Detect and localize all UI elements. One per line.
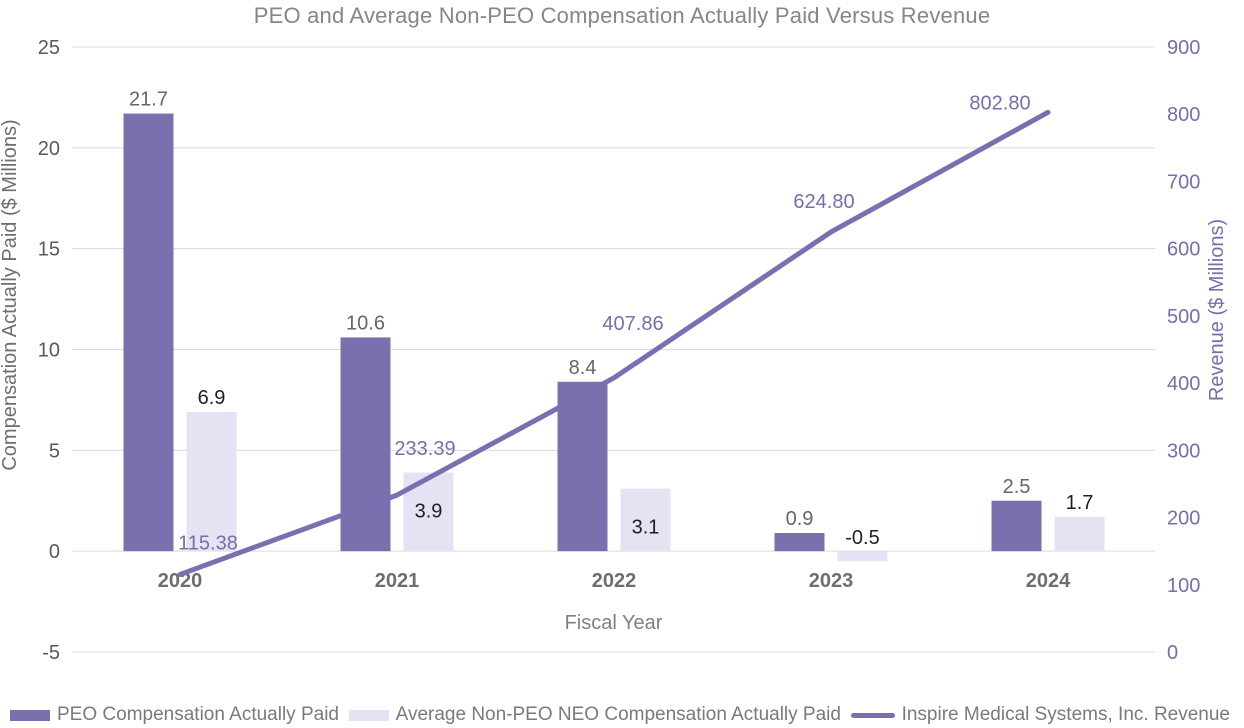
line-data-label: 115.38: [178, 532, 238, 554]
x-axis-title: Fiscal Year: [564, 612, 663, 634]
x-axis-tick-label: 2021: [375, 570, 420, 592]
x-axis-tick-label: 2022: [592, 570, 637, 592]
left-axis-tick-label: 0: [49, 541, 60, 563]
legend-item-nonpeo-compensation: Average Non-PEO NEO Compensation Actuall…: [348, 704, 841, 726]
legend-swatch-nonpeo-bar: [348, 709, 389, 721]
bar-nonpeo-2024: [1054, 516, 1105, 552]
bar-data-label: 2.5: [1003, 476, 1031, 498]
right-axis-tick-label: 0: [1167, 642, 1178, 664]
x-axis-tick-label: 2020: [158, 570, 203, 592]
legend-label: PEO Compensation Actually Paid: [57, 704, 339, 725]
right-axis-tick-label: 100: [1167, 575, 1200, 597]
bar-data-label: 21.7: [129, 89, 168, 111]
left-axis-title: Compensation Actually Paid ($ Millions): [0, 119, 21, 470]
bar-nonpeo-2023: [837, 551, 888, 562]
left-axis-tick-label: -5: [42, 642, 60, 664]
legend-swatch-peo-bar: [10, 709, 50, 721]
right-axis-tick-label: 800: [1167, 104, 1200, 126]
legend-label: Inspire Medical Systems, Inc. Revenue: [901, 704, 1230, 725]
right-axis-tick-label: 600: [1167, 239, 1200, 261]
bar-peo-2022: [557, 381, 608, 552]
bar-nonpeo-2020: [186, 412, 237, 552]
bar-data-label: 8.4: [569, 357, 597, 379]
left-axis-tick-label: 15: [38, 239, 60, 261]
legend-swatch-revenue-line: [850, 712, 895, 718]
right-axis-tick-label: 200: [1167, 508, 1200, 530]
line-data-label: 624.80: [793, 191, 854, 213]
revenue-line: [177, 109, 1051, 577]
right-axis-tick-label: 300: [1167, 440, 1200, 462]
right-axis-tick-label: 900: [1167, 37, 1200, 59]
x-axis-tick-label: 2024: [1026, 570, 1071, 592]
left-axis-tick-label: 25: [38, 37, 60, 59]
bar-peo-2024: [991, 500, 1042, 552]
line-data-label: 407.86: [602, 313, 663, 335]
right-axis-tick-label: 700: [1167, 171, 1200, 193]
bar-data-label: 1.7: [1066, 492, 1094, 514]
legend-item-peo-compensation: PEO Compensation Actually Paid: [10, 704, 339, 726]
bar-data-label: -0.5: [845, 527, 879, 549]
right-axis-title: Revenue ($ Millions): [1206, 219, 1228, 401]
bar-nonpeo-2022: [620, 488, 671, 552]
bar-peo-2020: [123, 113, 174, 552]
bar-peo-2023: [774, 533, 825, 552]
bar-peo-2021: [340, 337, 391, 552]
bar-data-label: 6.9: [198, 387, 226, 409]
legend-item-revenue-line: Inspire Medical Systems, Inc. Revenue: [850, 704, 1230, 726]
line-data-label: 233.39: [394, 438, 455, 460]
bar-data-label: 10.6: [346, 312, 385, 334]
right-axis-tick-label: 400: [1167, 373, 1200, 395]
right-axis-tick-label: 500: [1167, 306, 1200, 328]
chart-legend: PEO Compensation Actually Paid Average N…: [0, 704, 1244, 726]
left-axis-tick-label: 5: [49, 440, 60, 462]
bar-data-label: 0.9: [786, 508, 814, 530]
x-axis-tick-label: 2023: [809, 570, 854, 592]
legend-label: Average Non-PEO NEO Compensation Actuall…: [395, 704, 841, 725]
left-axis-tick-label: 10: [38, 340, 60, 362]
left-axis-tick-label: 20: [38, 138, 60, 160]
chart-title: PEO and Average Non-PEO Compensation Act…: [253, 3, 991, 28]
line-data-label: 802.80: [969, 92, 1030, 114]
bar-data-label: 3.9: [415, 501, 443, 523]
bar-data-label: 3.1: [632, 517, 660, 539]
